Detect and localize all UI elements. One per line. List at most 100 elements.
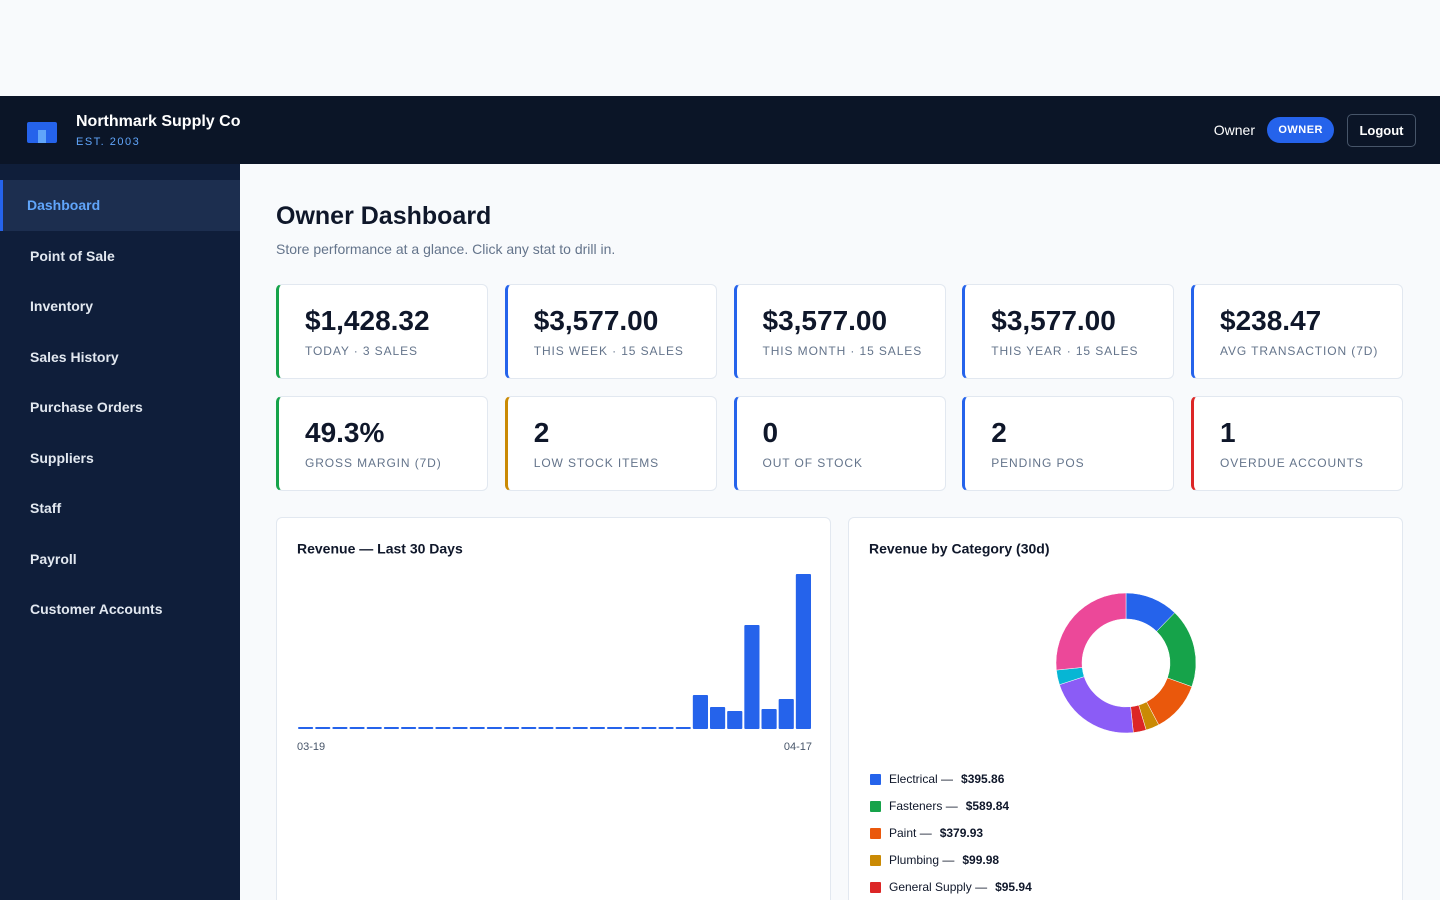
bar <box>504 727 520 729</box>
stat-card[interactable]: 0 OUT OF STOCK <box>733 396 946 491</box>
legend-entry: General Supply — $95.94 <box>889 880 1032 894</box>
bar <box>778 699 794 729</box>
legend-value: $379.93 <box>940 826 984 840</box>
bar <box>744 625 760 729</box>
legend-name: Paint <box>889 826 917 840</box>
legend-separator: — <box>920 826 932 840</box>
stat-label: TODAY · 3 SALES <box>305 344 418 358</box>
bar <box>383 727 399 729</box>
bar <box>486 727 502 729</box>
chart-panel: Revenue — Last 30 Days 03-19 04-17 <box>276 517 831 900</box>
legend-entry: Fasteners — $589.84 <box>889 799 1009 813</box>
stat-label: AVG TRANSACTION (7D) <box>1220 344 1379 358</box>
chart-title: Revenue by Category (30d) <box>869 541 1050 557</box>
legend-entry: Paint — $379.93 <box>889 826 983 840</box>
nav-item[interactable]: Suppliers <box>30 449 94 466</box>
page-title: Owner Dashboard <box>276 202 492 230</box>
main: Owner Dashboard Store performance at a g… <box>240 164 1440 900</box>
stat-value: 0 <box>762 417 779 448</box>
stat-value: $1,428.32 <box>305 305 430 336</box>
bar <box>435 727 451 729</box>
stat-card[interactable]: 1 OVERDUE ACCOUNTS <box>1191 396 1403 491</box>
bar <box>418 727 434 729</box>
legend-separator: — <box>946 799 958 813</box>
stat-label: LOW STOCK ITEMS <box>533 456 660 470</box>
stat-value: 1 <box>1220 417 1236 448</box>
pie-slice <box>1055 592 1127 671</box>
chart: Revenue — Last 30 Days 03-19 04-17 <box>297 541 812 753</box>
stat-value: 49.3% <box>305 417 385 448</box>
bar <box>607 727 623 729</box>
bar <box>315 727 331 729</box>
nav-item[interactable]: Payroll <box>30 550 77 567</box>
legend-name: Electrical <box>889 772 938 786</box>
bar <box>349 727 365 729</box>
legend-value: $95.94 <box>995 880 1032 894</box>
stat-card[interactable]: 2 LOW STOCK ITEMS <box>504 396 717 491</box>
bar <box>555 727 571 729</box>
legend-value: $589.84 <box>966 799 1010 813</box>
nav-item[interactable]: Sales History <box>30 348 119 365</box>
legend-separator: — <box>942 853 954 867</box>
stat-card[interactable]: $3,577.00 THIS WEEK · 15 SALES <box>504 284 717 379</box>
chart-title: Revenue — Last 30 Days <box>297 541 463 557</box>
stat-card[interactable]: $3,577.00 THIS YEAR · 15 SALES <box>962 284 1175 379</box>
bar <box>401 727 417 729</box>
bar <box>710 706 726 729</box>
legend-separator: — <box>975 880 987 894</box>
bar <box>624 727 640 729</box>
stat-value: $3,577.00 <box>991 305 1116 336</box>
legend-entry: Electrical — $395.86 <box>889 772 1005 786</box>
bar <box>658 727 674 729</box>
bar <box>366 727 382 729</box>
legend-name: Fasteners <box>889 799 942 813</box>
x-tick-label: 03-19 <box>297 741 325 753</box>
legend-swatch <box>870 774 881 785</box>
nav-item[interactable]: Inventory <box>30 298 94 314</box>
stat-label: GROSS MARGIN (7D) <box>305 456 442 470</box>
bar <box>641 727 657 729</box>
chart: Revenue by Category (30d) Electrical — $39… <box>869 541 1197 894</box>
legend-swatch <box>870 882 881 893</box>
stat-card[interactable]: $1,428.32 TODAY · 3 SALES <box>276 284 488 379</box>
stat-value: $3,577.00 <box>762 305 888 336</box>
stat-label: PENDING POS <box>991 456 1085 470</box>
established: EST. 2003 <box>76 136 141 148</box>
bar <box>298 727 314 729</box>
nav-item[interactable]: Staff <box>30 500 62 516</box>
stat-label: THIS MONTH · 15 SALES <box>762 344 923 358</box>
stat-value: 2 <box>533 417 550 448</box>
bar <box>589 727 605 729</box>
legend-swatch <box>870 828 881 839</box>
stat-value: $238.47 <box>1220 305 1322 336</box>
bar <box>795 574 811 729</box>
stat-card[interactable]: 2 PENDING POS <box>962 396 1175 491</box>
nav-item[interactable]: Point of Sale <box>30 247 115 264</box>
brand: Northmark Supply Co <box>76 113 241 130</box>
x-tick-label: 04-17 <box>784 741 812 753</box>
legend-value: $99.98 <box>962 853 999 867</box>
sidebar: Dashboard Point of Sale Inventory Sales His… <box>0 164 240 900</box>
bar <box>572 727 588 729</box>
nav-item[interactable]: Customer Accounts <box>30 601 163 617</box>
logo <box>27 122 57 143</box>
nav-item[interactable]: Dashboard <box>0 180 240 231</box>
stat-card[interactable]: 49.3% GROSS MARGIN (7D) <box>276 396 488 491</box>
header: Northmark Supply Co EST. 2003 Owner OWNE… <box>0 96 1440 164</box>
stat-label: OUT OF STOCK <box>762 456 863 470</box>
legend-name: Plumbing <box>889 853 939 867</box>
nav-item[interactable]: Purchase Orders <box>30 399 143 415</box>
bar <box>452 727 468 729</box>
stat-card[interactable]: $238.47 AVG TRANSACTION (7D) <box>1191 284 1403 379</box>
stat-card[interactable]: $3,577.00 THIS MONTH · 15 SALES <box>733 284 946 379</box>
bar <box>521 727 537 729</box>
pie-slice <box>1059 676 1134 734</box>
logout-button[interactable]: Logout <box>1347 114 1416 147</box>
bar <box>675 727 691 729</box>
stat-value: 2 <box>991 417 1007 448</box>
stat-label: OVERDUE ACCOUNTS <box>1220 456 1364 470</box>
bar <box>692 695 708 729</box>
legend-name: General Supply <box>889 880 972 894</box>
bar <box>538 727 554 729</box>
